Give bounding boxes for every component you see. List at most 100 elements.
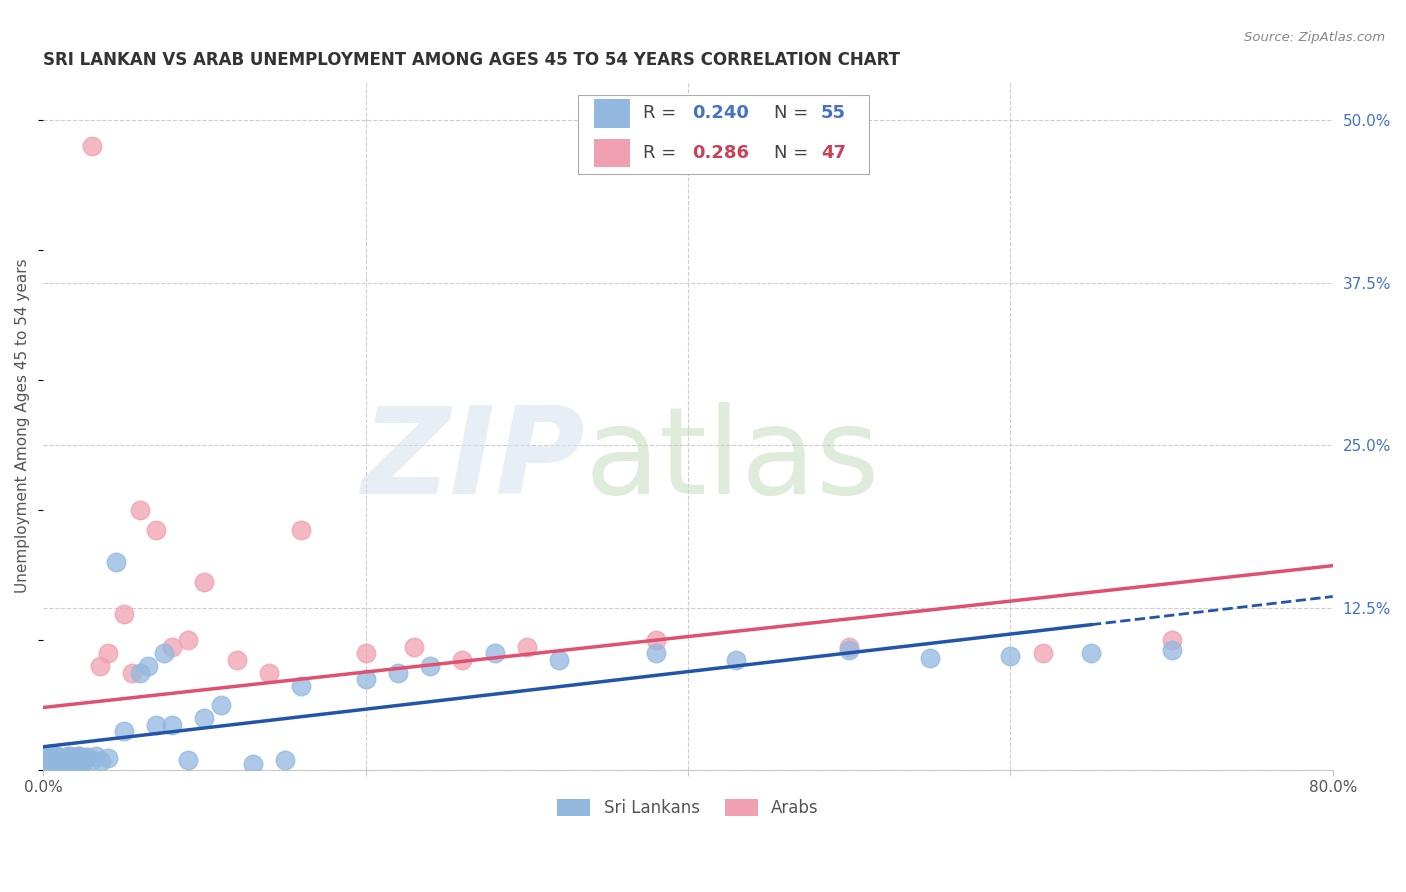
Text: 55: 55 xyxy=(821,104,846,122)
Point xyxy=(60,751,83,765)
Point xyxy=(39,754,62,768)
Point xyxy=(65,750,87,764)
Text: SRI LANKAN VS ARAB UNEMPLOYMENT AMONG AGES 45 TO 54 YEARS CORRELATION CHART: SRI LANKAN VS ARAB UNEMPLOYMENT AMONG AG… xyxy=(44,51,900,69)
Point xyxy=(484,646,506,660)
Point xyxy=(55,750,77,764)
Point xyxy=(39,754,62,768)
Point xyxy=(80,753,103,767)
Point xyxy=(48,750,70,764)
Text: Source: ZipAtlas.com: Source: ZipAtlas.com xyxy=(1244,31,1385,45)
Point xyxy=(42,751,65,765)
Point xyxy=(59,754,82,768)
Point xyxy=(86,748,108,763)
Point xyxy=(644,646,666,660)
Point xyxy=(53,755,76,769)
Point xyxy=(63,755,86,769)
Point xyxy=(55,750,77,764)
Point xyxy=(48,750,70,764)
Text: R =: R = xyxy=(643,104,682,122)
Bar xyxy=(593,99,630,128)
Point xyxy=(145,523,167,537)
Point xyxy=(193,574,215,589)
Point xyxy=(56,753,79,767)
Point xyxy=(242,756,264,771)
FancyBboxPatch shape xyxy=(578,95,869,174)
Point xyxy=(69,754,91,768)
Point xyxy=(42,751,65,765)
Point xyxy=(67,748,90,763)
Point xyxy=(644,633,666,648)
Point xyxy=(76,750,98,764)
Point xyxy=(72,755,94,769)
Point xyxy=(37,753,59,767)
Point xyxy=(46,753,69,767)
Point xyxy=(58,748,80,763)
Point xyxy=(354,672,377,686)
Point xyxy=(63,755,86,769)
Point xyxy=(72,755,94,769)
Point xyxy=(38,747,60,762)
Point xyxy=(76,750,98,764)
Text: 47: 47 xyxy=(821,144,846,162)
Legend: Sri Lankans, Arabs: Sri Lankans, Arabs xyxy=(550,792,825,823)
Point xyxy=(160,717,183,731)
Point xyxy=(290,679,312,693)
Point xyxy=(1160,643,1182,657)
Point xyxy=(419,659,441,673)
Point xyxy=(451,652,474,666)
Point xyxy=(70,751,93,765)
Point xyxy=(725,652,748,666)
Point xyxy=(1160,633,1182,648)
Point xyxy=(257,665,280,680)
Point xyxy=(70,751,93,765)
Point xyxy=(160,640,183,654)
Text: ZIP: ZIP xyxy=(361,401,585,518)
Point xyxy=(129,503,152,517)
Point xyxy=(69,754,91,768)
Point xyxy=(90,754,112,768)
Point xyxy=(60,751,83,765)
Point xyxy=(838,643,860,657)
Point xyxy=(45,748,67,763)
Point xyxy=(193,711,215,725)
Point xyxy=(153,646,176,660)
Point xyxy=(56,753,79,767)
Point xyxy=(59,754,82,768)
Point xyxy=(1032,646,1054,660)
Point xyxy=(354,646,377,660)
Point xyxy=(918,651,941,665)
Point xyxy=(80,139,103,153)
Text: atlas: atlas xyxy=(585,401,880,518)
Point xyxy=(145,717,167,731)
Point xyxy=(49,754,72,768)
Point xyxy=(67,748,90,763)
Point xyxy=(274,753,297,767)
Point xyxy=(209,698,232,712)
Text: 0.240: 0.240 xyxy=(692,104,749,122)
Point xyxy=(35,756,58,771)
Point xyxy=(34,750,56,764)
Point xyxy=(112,607,135,621)
Point xyxy=(35,756,58,771)
Point xyxy=(177,633,200,648)
Point xyxy=(129,665,152,680)
Point xyxy=(38,747,60,762)
Text: N =: N = xyxy=(775,144,814,162)
Point xyxy=(838,640,860,654)
Point xyxy=(548,652,571,666)
Point xyxy=(1000,648,1022,663)
Text: N =: N = xyxy=(775,104,814,122)
Point xyxy=(37,753,59,767)
Y-axis label: Unemployment Among Ages 45 to 54 years: Unemployment Among Ages 45 to 54 years xyxy=(15,259,30,593)
Point xyxy=(44,755,66,769)
Point xyxy=(97,646,120,660)
Point xyxy=(58,748,80,763)
Point xyxy=(49,754,72,768)
Point xyxy=(402,640,425,654)
Point xyxy=(89,659,111,673)
Point xyxy=(46,753,69,767)
Text: R =: R = xyxy=(643,144,682,162)
Point xyxy=(1080,646,1102,660)
Point xyxy=(104,555,127,569)
Point xyxy=(65,750,87,764)
